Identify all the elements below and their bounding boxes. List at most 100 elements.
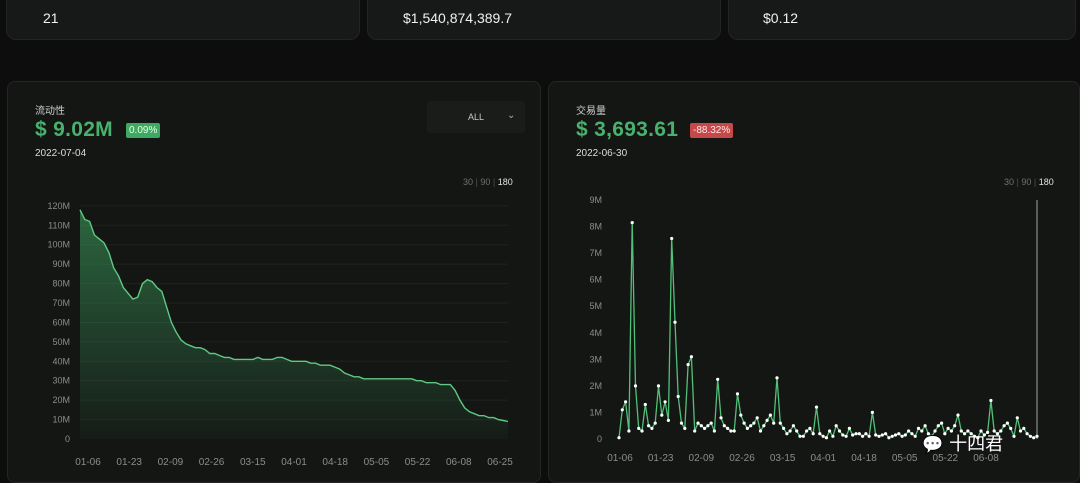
range-option-30[interactable]: 30 [1004,177,1015,187]
wechat-icon: 💬 [922,435,944,455]
data-point [1035,434,1039,438]
data-point [851,433,855,437]
data-point [666,418,670,422]
data-point [693,429,697,433]
liquidity-change-badge: 0.09% [126,123,161,138]
volume-range-selector: 30 | 90 | 180 [1004,177,1054,187]
data-point [1005,421,1009,425]
y-tick-label: 20M [52,395,70,405]
timeframe-dropdown[interactable]: ALL ⌄ [427,101,525,133]
data-point [986,430,990,434]
y-tick-label: 0 [65,434,70,444]
data-point [729,429,733,433]
data-point [775,376,779,380]
x-tick-label: 06-25 [487,457,513,468]
range-option-180[interactable]: 180 [1038,177,1054,187]
liquidity-area [80,209,508,439]
data-point [742,421,746,425]
x-tick-label: 01-23 [116,457,142,468]
x-tick-label: 05-05 [364,457,390,468]
data-point [916,426,921,430]
y-tick-label: 0 [597,434,602,444]
data-point [831,434,835,438]
stat-card: $1,540,874,389.7 [367,0,721,40]
liquidity-chart: 0 10M 20M 30M 40M 50M 60M 70M 80M 90M 100M 110M 120M… [47,201,513,468]
stat-value: $1,540,874,389.7 [403,10,512,26]
data-point [936,424,940,428]
data-point [972,434,977,438]
data-point [686,363,690,367]
volume-line [618,222,1038,439]
data-point [726,426,730,430]
data-point [749,424,753,428]
x-tick-label: 04-18 [851,453,877,464]
data-point [703,426,707,430]
data-point [811,432,815,436]
data-point [857,432,861,436]
data-point [992,429,996,433]
data-point [643,402,647,407]
y-tick-label: 6M [589,275,602,285]
y-tick-label: 60M [52,317,70,327]
dropdown-value: ALL [468,112,485,122]
chevron-down-icon: ⌄ [507,110,516,121]
y-tick-label: 120M [47,201,70,211]
data-point [930,434,934,438]
x-tick-label: 06-08 [973,453,999,464]
data-point [828,429,832,433]
x-tick-label: 03-15 [770,453,796,464]
data-point [689,355,693,359]
x-tick-label: 05-05 [892,453,918,464]
volume-panel: 0 1M 2M 3M 4M 5M 6M 7M 8M 9M 01-06 01-23 02-09 02-26 0… [548,81,1080,483]
x-tick-label: 01-23 [648,453,674,464]
data-point [712,429,716,433]
range-option-180[interactable]: 180 [497,177,513,187]
data-point [887,436,891,440]
x-tick-label: 02-09 [689,453,715,464]
data-point [630,221,634,225]
liquidity-value: $ 9.02M [35,118,113,141]
data-point [719,416,723,420]
data-point [768,413,772,417]
data-point [762,424,766,428]
data-point [647,424,651,428]
data-point [926,432,930,436]
data-point [874,433,878,437]
liquidity-range-selector: 30 | 90 | 180 [463,177,513,187]
y-tick-label: 70M [52,298,70,308]
data-point [966,429,970,433]
y-tick-label: 9M [589,195,602,205]
data-point [782,426,786,430]
data-point [663,400,667,404]
data-point [854,432,858,436]
data-point [758,429,763,433]
data-point [656,384,661,388]
data-point [861,434,865,438]
x-tick-label: 05-22 [405,457,431,468]
data-point [910,432,914,436]
x-tick-label: 03-15 [240,457,266,468]
data-point [940,421,944,425]
range-option-90[interactable]: 90 [480,177,491,187]
y-tick-label: 2M [589,381,602,391]
data-point [946,426,950,430]
data-point [969,432,973,436]
range-option-90[interactable]: 90 [1021,177,1032,187]
y-tick-label: 5M [589,301,602,311]
data-point [979,429,983,433]
data-point [752,421,756,425]
data-point [1018,429,1023,433]
x-tick-label: 02-09 [158,457,184,468]
stat-card: 21 [6,0,360,40]
data-point [913,434,917,438]
stat-card: $0.12 [728,0,1076,40]
data-point [624,400,628,404]
watermark-text: 十四君 [949,434,1004,455]
data-point [795,429,799,433]
data-point [1009,426,1013,430]
data-point [735,392,740,396]
x-tick-label: 01-06 [75,457,101,468]
y-tick-label: 1M [589,407,602,417]
range-option-30[interactable]: 30 [463,177,474,187]
data-point [870,410,874,414]
